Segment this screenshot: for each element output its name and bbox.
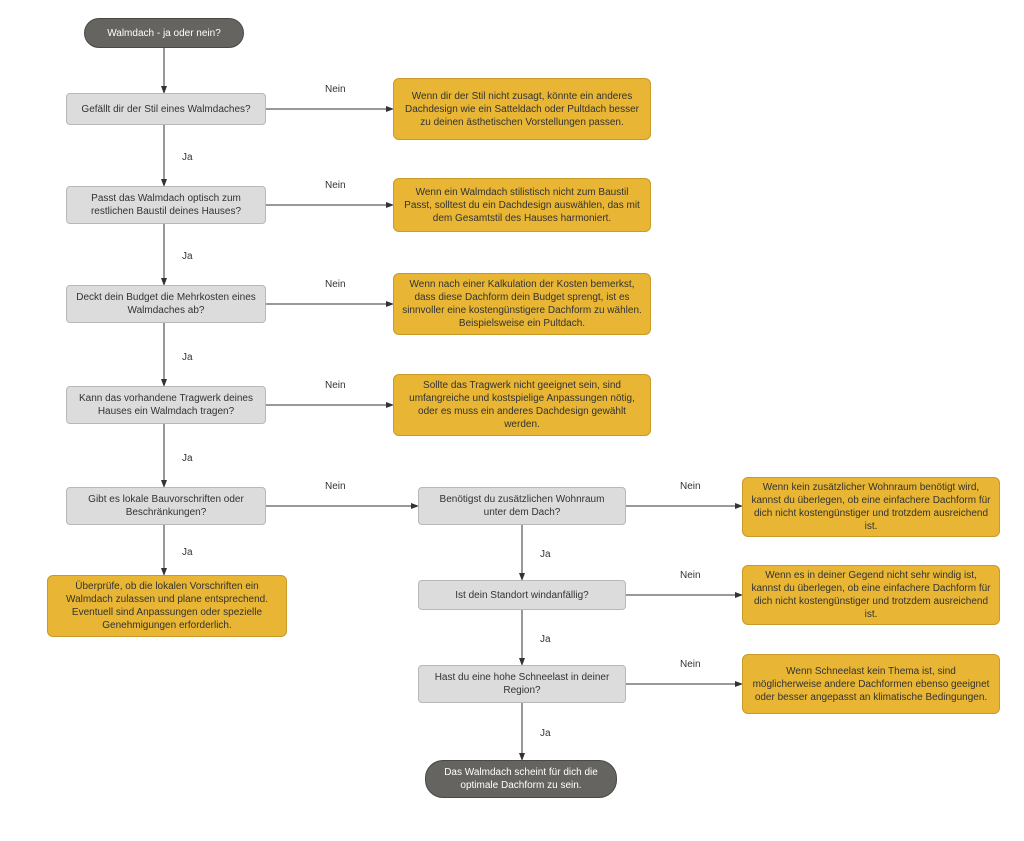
edge-label-q2-q3: Ja: [180, 251, 195, 262]
node-text: Sollte das Tragwerk nicht geeignet sein,…: [402, 379, 642, 431]
node-q4: Kann das vorhandene Tragwerk deines Haus…: [66, 386, 266, 424]
node-end: Das Walmdach scheint für dich die optima…: [425, 760, 617, 798]
node-text: Wenn kein zusätzlicher Wohnraum benötigt…: [751, 481, 991, 533]
node-q6: Benötigst du zusätzlichen Wohnraum unter…: [418, 487, 626, 525]
edge-label-q1-a1: Nein: [323, 84, 348, 95]
node-q5: Gibt es lokale Bauvorschriften oder Besc…: [66, 487, 266, 525]
node-q3: Deckt dein Budget die Mehrkosten eines W…: [66, 285, 266, 323]
node-q7: Ist dein Standort windanfällig?: [418, 580, 626, 610]
node-text: Wenn Schneelast kein Thema ist, sind mög…: [751, 665, 991, 704]
node-text: Gibt es lokale Bauvorschriften oder Besc…: [75, 493, 257, 519]
edge-label-q6-a6: Nein: [678, 481, 703, 492]
edge-label-q8-a8: Nein: [678, 659, 703, 670]
node-a1: Wenn dir der Stil nicht zusagt, könnte e…: [393, 78, 651, 140]
edge-label-q7-q8: Ja: [538, 634, 553, 645]
edge-label-q5-q6: Nein: [323, 481, 348, 492]
node-a5: Überprüfe, ob die lokalen Vorschriften e…: [47, 575, 287, 637]
node-q1: Gefällt dir der Stil eines Walmdaches?: [66, 93, 266, 125]
node-text: Kann das vorhandene Tragwerk deines Haus…: [75, 392, 257, 418]
node-text: Gefällt dir der Stil eines Walmdaches?: [81, 103, 250, 116]
edge-label-q4-q5: Ja: [180, 453, 195, 464]
edge-label-q6-q7: Ja: [538, 549, 553, 560]
edge-label-q4-a4: Nein: [323, 380, 348, 391]
node-q8: Hast du eine hohe Schneelast in deiner R…: [418, 665, 626, 703]
node-text: Deckt dein Budget die Mehrkosten eines W…: [75, 291, 257, 317]
node-a6: Wenn kein zusätzlicher Wohnraum benötigt…: [742, 477, 1000, 537]
node-text: Das Walmdach scheint für dich die optima…: [434, 766, 608, 792]
edge-label-q5-a5: Ja: [180, 547, 195, 558]
edge-label-q7-a7: Nein: [678, 570, 703, 581]
node-text: Passt das Walmdach optisch zum restliche…: [75, 192, 257, 218]
node-text: Wenn ein Walmdach stilistisch nicht zum …: [402, 186, 642, 225]
edge-label-q1-q2: Ja: [180, 152, 195, 163]
node-text: Hast du eine hohe Schneelast in deiner R…: [427, 671, 617, 697]
node-start: Walmdach - ja oder nein?: [84, 18, 244, 48]
node-a7: Wenn es in deiner Gegend nicht sehr wind…: [742, 565, 1000, 625]
edge-label-q8-end: Ja: [538, 728, 553, 739]
node-text: Überprüfe, ob die lokalen Vorschriften e…: [56, 580, 278, 632]
node-a8: Wenn Schneelast kein Thema ist, sind mög…: [742, 654, 1000, 714]
edge-label-q3-a3: Nein: [323, 279, 348, 290]
node-text: Wenn dir der Stil nicht zusagt, könnte e…: [402, 90, 642, 129]
node-a4: Sollte das Tragwerk nicht geeignet sein,…: [393, 374, 651, 436]
node-text: Benötigst du zusätzlichen Wohnraum unter…: [427, 493, 617, 519]
node-text: Wenn nach einer Kalkulation der Kosten b…: [402, 278, 642, 330]
node-text: Walmdach - ja oder nein?: [107, 27, 221, 40]
node-q2: Passt das Walmdach optisch zum restliche…: [66, 186, 266, 224]
node-text: Wenn es in deiner Gegend nicht sehr wind…: [751, 569, 991, 621]
node-text: Ist dein Standort windanfällig?: [455, 589, 588, 602]
edge-label-q2-a2: Nein: [323, 180, 348, 191]
node-a3: Wenn nach einer Kalkulation der Kosten b…: [393, 273, 651, 335]
node-a2: Wenn ein Walmdach stilistisch nicht zum …: [393, 178, 651, 232]
edge-label-q3-q4: Ja: [180, 352, 195, 363]
